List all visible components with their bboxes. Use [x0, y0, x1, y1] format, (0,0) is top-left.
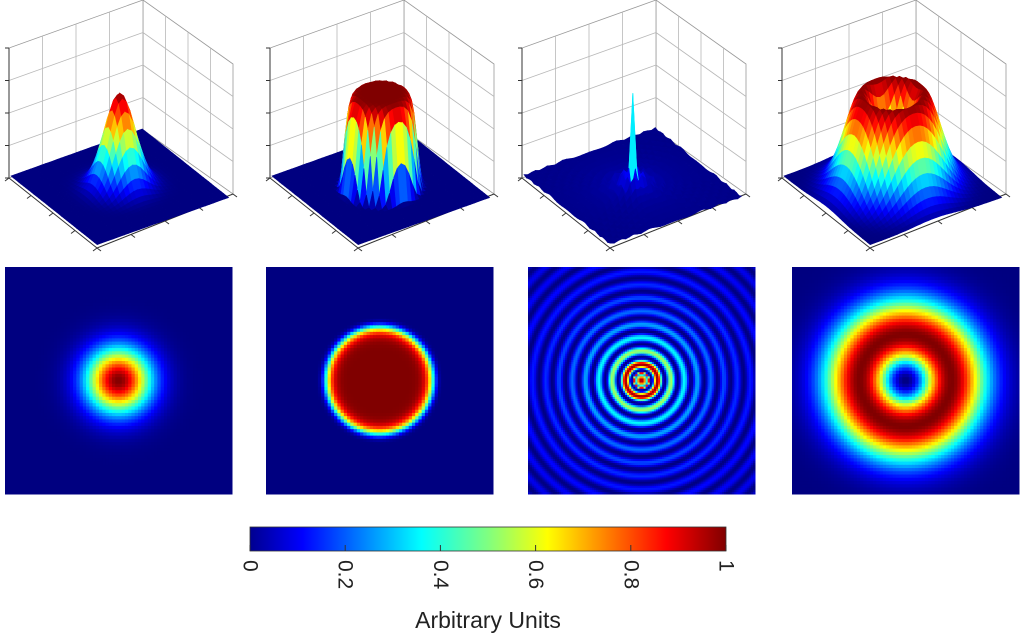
colorbar-label: Arbitrary Units — [415, 607, 561, 633]
colorbar-tick-label: 0.6 — [524, 560, 547, 589]
colorbar-gradient — [250, 527, 726, 551]
colorbar-tick-label: 0.2 — [334, 560, 357, 589]
intensity-map-flat-top — [266, 267, 494, 495]
colorbar-tick-label: 0.8 — [619, 560, 642, 589]
intensity-map-gaussian — [5, 267, 233, 495]
intensity-maps-row — [5, 267, 1020, 495]
colorbar: 0 0.2 0.4 0.6 0.8 1 Arbitrary Units — [239, 527, 738, 633]
colorbar-tick-label: 1 — [715, 560, 738, 572]
colorbar-tick-label: 0.4 — [429, 560, 452, 590]
colorbar-ticks: 0 0.2 0.4 0.6 0.8 1 — [239, 545, 738, 590]
surface-plots-row — [5, 0, 1010, 251]
surface-plot-gaussian — [5, 0, 237, 251]
surface-plot-bessel — [518, 0, 750, 251]
intensity-map-donut — [792, 267, 1020, 495]
surface-plot-flat-top — [266, 0, 498, 251]
intensity-map-bessel — [528, 267, 756, 495]
colorbar-tick-label: 0 — [239, 560, 262, 572]
surface-plot-donut — [778, 0, 1010, 251]
